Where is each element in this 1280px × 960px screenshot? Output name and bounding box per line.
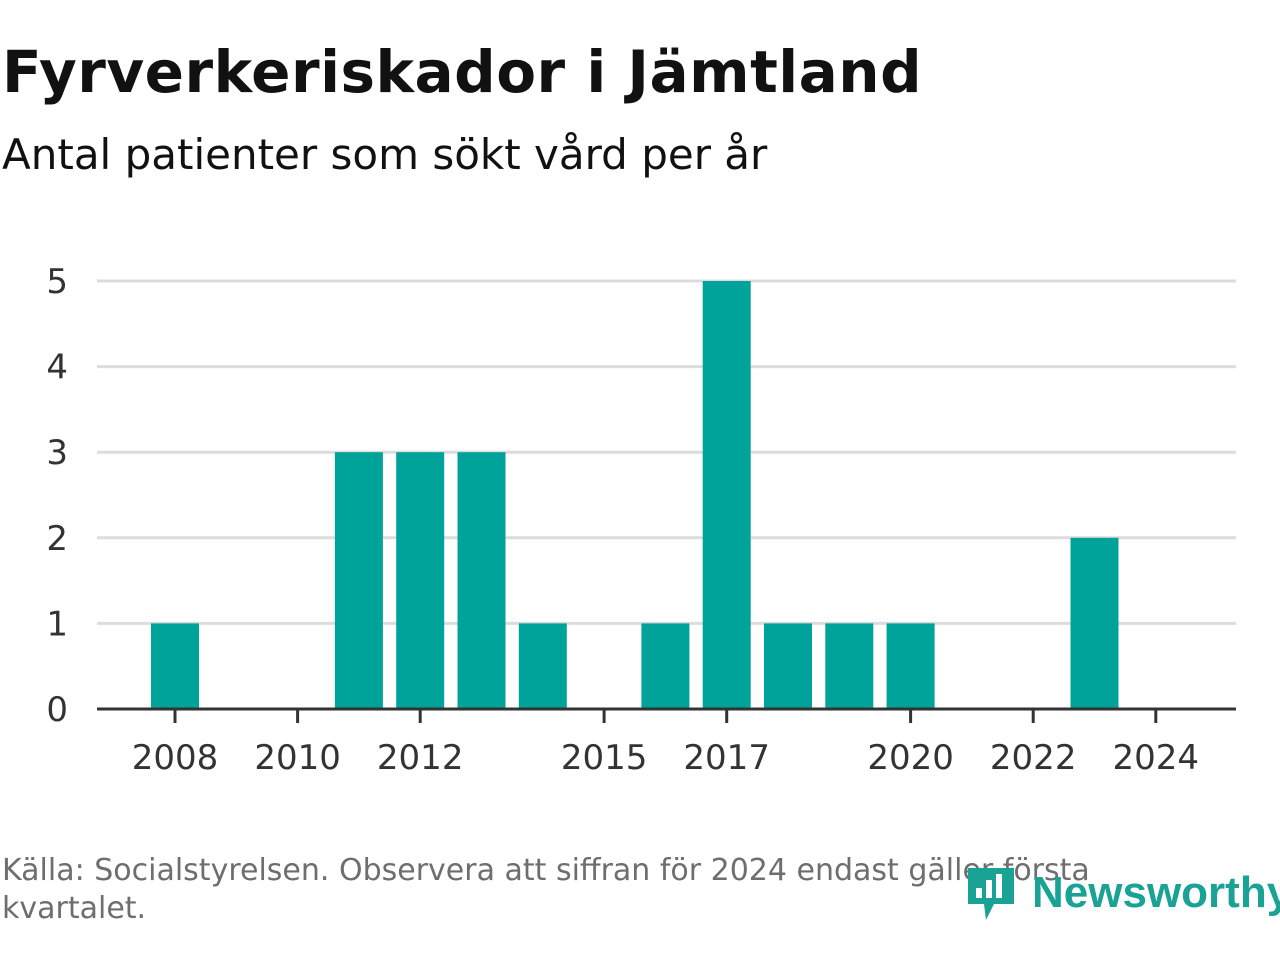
y-tick-label: 5 <box>46 262 68 302</box>
x-tick-label: 2012 <box>377 738 464 778</box>
x-tick-label: 2020 <box>867 738 954 778</box>
y-tick-label: 1 <box>46 604 68 644</box>
bar-2008 <box>151 623 199 709</box>
bar-2014 <box>518 623 567 709</box>
y-tick-label: 4 <box>46 348 68 388</box>
x-tick-label: 2015 <box>561 738 648 778</box>
y-tick-label: 2 <box>46 519 68 559</box>
bar-2023 <box>1070 537 1119 709</box>
bar-2013 <box>457 452 506 709</box>
bar-2011 <box>334 452 383 709</box>
bar-2019 <box>825 623 874 709</box>
y-axis-labels: 0 1 2 3 4 5 <box>46 262 68 730</box>
x-tick-label: 2008 <box>132 738 219 778</box>
y-tick-label: 0 <box>46 690 68 730</box>
x-axis-labels: 2008 2010 2012 2015 2017 2020 2022 2024 <box>132 738 1199 778</box>
brand-name: Newsworthy <box>1032 868 1280 917</box>
x-tick-label: 2010 <box>254 738 341 778</box>
chart-subtitle: Antal patienter som sökt vård per år <box>2 130 768 179</box>
chart-title: Fyrverkeriskador i Jämtland <box>2 38 923 106</box>
brand-logo[interactable]: Newsworthy <box>964 862 1280 924</box>
bar-2012 <box>396 452 445 709</box>
bar-2018 <box>764 623 812 709</box>
newsworthy-logo-icon <box>968 868 1014 920</box>
y-tick-label: 3 <box>46 433 68 473</box>
bar-2020 <box>886 623 935 709</box>
source-note: Källa: Socialstyrelsen. Observera att si… <box>2 853 1090 926</box>
x-tick-label: 2022 <box>990 738 1077 778</box>
bars <box>151 281 1119 709</box>
x-tick-label: 2017 <box>683 738 770 778</box>
x-tick-label: 2024 <box>1113 738 1200 778</box>
bar-2017 <box>702 281 751 709</box>
x-axis <box>97 707 1236 723</box>
bar-2016 <box>641 623 690 709</box>
gridlines <box>97 279 1236 625</box>
bar-chart: 0 1 2 3 4 5 2008 2010 2012 2015 2017 2020 2022 2024 <box>46 262 1236 778</box>
